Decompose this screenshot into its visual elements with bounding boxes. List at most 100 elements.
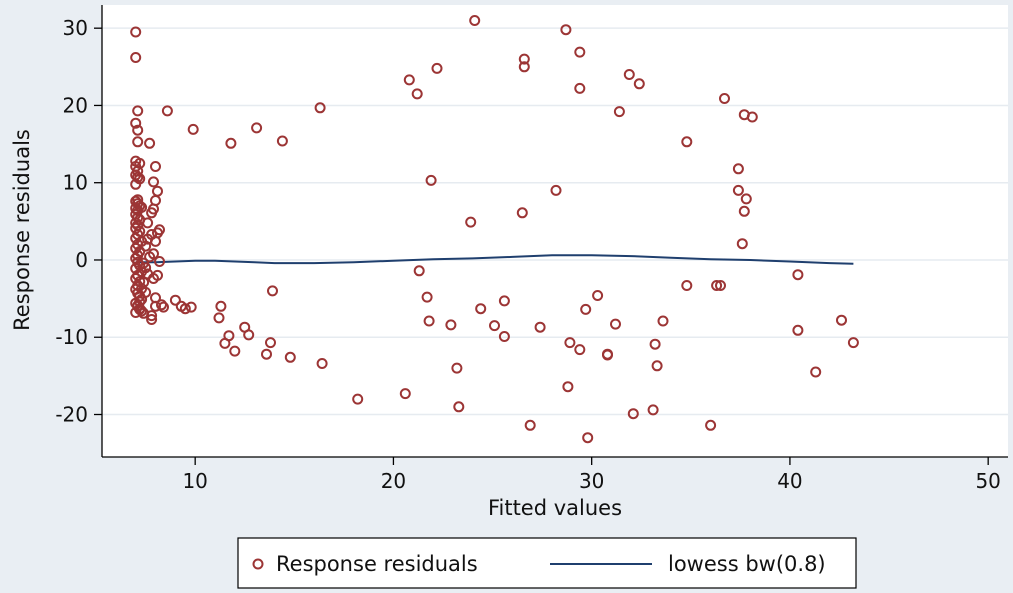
scatter-point [475, 303, 487, 315]
scatter-point [265, 337, 276, 349]
scatter-point [187, 123, 199, 135]
scatter-point [711, 280, 723, 291]
x-tick-label: 30 [579, 469, 604, 493]
scatter-point [136, 201, 148, 213]
scatter-point [148, 273, 159, 284]
x-tick-label: 40 [777, 469, 802, 493]
scatter-point [738, 205, 750, 217]
scatter-point [613, 106, 625, 118]
y-tick-label: -20 [55, 403, 88, 427]
scatter-point [243, 329, 255, 341]
scatter-point [647, 404, 659, 416]
scatter-point [582, 432, 594, 444]
scatter-point [276, 135, 288, 147]
lowess-line [135, 254, 854, 265]
scatter-point [185, 301, 197, 313]
y-tick-label: 30 [63, 16, 88, 40]
scatter-point [681, 280, 693, 291]
scatter-point [560, 24, 572, 36]
scatter-point [136, 283, 148, 295]
scatter-point [421, 291, 433, 303]
scatter-point [148, 176, 159, 188]
scatter-point [574, 344, 586, 356]
scatter-point [154, 256, 165, 267]
scatter-point [403, 74, 415, 86]
scatter-point [651, 360, 663, 372]
scatter-point [225, 137, 237, 149]
scatter-point [138, 276, 150, 288]
scatter-point [657, 315, 669, 327]
x-tick-label: 50 [975, 469, 1000, 493]
scatter-point [516, 207, 528, 219]
scatter-point [150, 235, 161, 247]
scatter-point [130, 52, 142, 63]
y-tick-label: 10 [63, 171, 88, 195]
scatter-point [498, 331, 510, 342]
scatter-point [314, 102, 326, 114]
scatter-point [453, 401, 465, 413]
scatter-point [148, 248, 159, 260]
scatter-point [399, 388, 411, 400]
scatter-point [719, 93, 730, 104]
scatter-point [836, 314, 847, 326]
scatter-point [146, 314, 158, 325]
scatter-point [740, 193, 752, 205]
scatter-point [431, 62, 443, 74]
scatter-point [130, 217, 142, 229]
scatter-point [423, 315, 435, 327]
scatter-point [574, 82, 586, 94]
scatter-point [564, 337, 576, 349]
scatter-point [132, 124, 144, 136]
scatter-point [132, 171, 144, 183]
scatter-point [413, 265, 425, 277]
scatter-point [261, 348, 272, 360]
y-tick-label: -10 [55, 325, 88, 349]
scatter-point [445, 319, 457, 331]
scatter-point [792, 269, 804, 281]
scatter-point [152, 185, 163, 197]
x-tick-label: 20 [381, 469, 406, 493]
scatter-point [469, 15, 481, 26]
scatter-point [132, 105, 144, 117]
scatter-point [602, 348, 613, 360]
scatter-point [179, 303, 191, 315]
scatter-point [847, 337, 859, 349]
y-axis-ticks: -20 -10 0 10 20 30 [55, 16, 102, 427]
scatter-point [154, 224, 165, 236]
scatter-point [150, 161, 161, 172]
y-tick-label: 0 [75, 248, 88, 272]
scatter-point [284, 351, 296, 363]
scatter-point [574, 46, 586, 58]
scatter-point [130, 232, 142, 244]
scatter-point [562, 381, 574, 393]
scatter-series [130, 15, 859, 444]
scatter-point [316, 358, 328, 369]
legend-box [237, 537, 857, 589]
scatter-point [592, 290, 604, 301]
y-axis-title: Response residuals [10, 129, 34, 331]
scatter-point [792, 324, 804, 336]
scatter-point [498, 295, 510, 307]
scatter-point [732, 184, 744, 196]
scatter-point [633, 78, 645, 90]
scatter-point [150, 300, 161, 312]
scatter-point [715, 280, 726, 291]
scatter-point [161, 105, 173, 117]
scatter-point [132, 212, 144, 223]
scatter-point [550, 184, 562, 196]
scatter-point [138, 257, 150, 269]
scatter-point [518, 61, 530, 73]
scatter-point [142, 217, 154, 229]
scatter-point [352, 393, 364, 405]
lowess-series [135, 254, 854, 265]
scatter-point [627, 408, 639, 420]
scatter-point [580, 303, 592, 315]
scatter-point [213, 312, 225, 324]
scatter-point [746, 111, 758, 123]
scatter-point [132, 136, 144, 148]
x-axis-title: Fitted values [488, 496, 622, 520]
scatter-point [810, 366, 822, 378]
scatter-point [130, 26, 142, 38]
legend: Response residuals lowess bw(0.8) [237, 537, 857, 589]
scatter-point [134, 296, 146, 308]
